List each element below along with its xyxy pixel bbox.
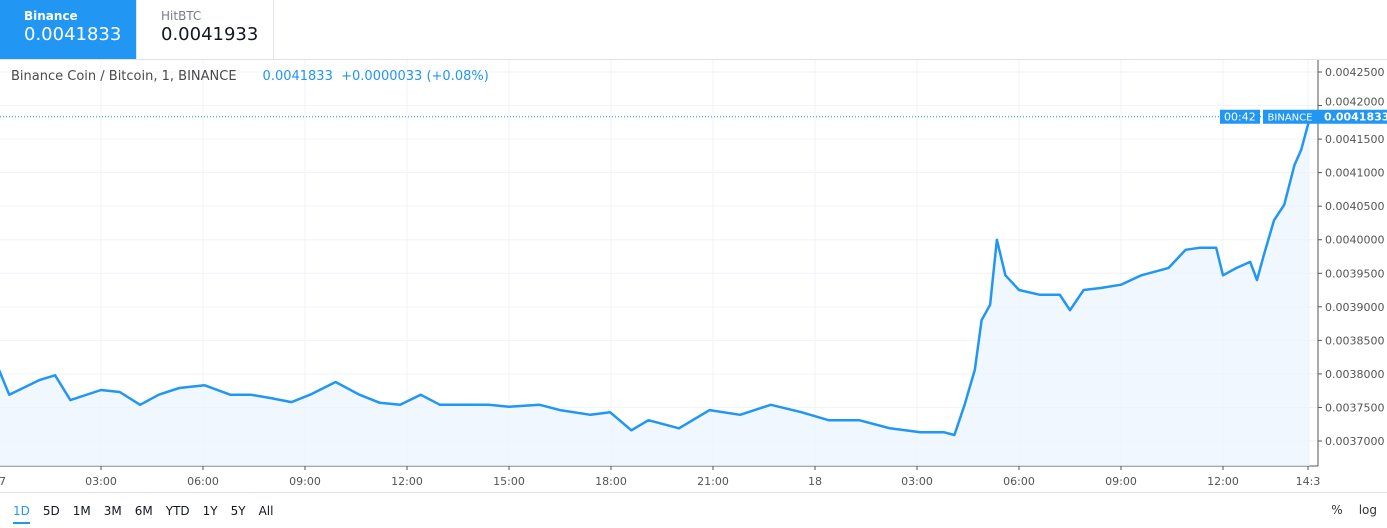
range-1y[interactable]: 1Y [202, 503, 218, 518]
y-tick-label: 0.0040500 [1325, 200, 1385, 213]
last-price-badge [1318, 109, 1387, 124]
range-6m[interactable]: 6M [134, 503, 153, 518]
range-5y[interactable]: 5Y [230, 503, 246, 518]
x-tick-label: 17 [0, 475, 6, 488]
range-all[interactable]: All [258, 503, 274, 518]
price-line [0, 117, 1311, 437]
y-tick-label: 0.0041500 [1325, 133, 1385, 146]
exchange-price: 0.0041933 [161, 24, 259, 45]
percent-scale-button[interactable]: % [1331, 503, 1343, 517]
range-5d[interactable]: 5D [42, 503, 60, 518]
x-tick-label: 09:00 [289, 475, 321, 488]
price-chart[interactable]: 0.0042500 0.0042000 0.0041500 0.0041000 0.00… [0, 60, 1387, 492]
x-tick-label: 12:00 [1207, 475, 1239, 488]
range-bar: 1D 5D 1M 3M 6M YTD 1Y 5Y All % log [0, 492, 1387, 528]
x-tick-label: 03:00 [901, 475, 933, 488]
y-tick-label: 0.0042000 [1325, 96, 1385, 109]
x-tick-label: 14:3 [1296, 475, 1321, 488]
range-1m[interactable]: 1M [72, 503, 91, 518]
y-tick-label: 0.0037500 [1325, 401, 1385, 414]
exchange-name: HitBTC [161, 9, 202, 23]
exchange-tabs: Binance 0.0041833 HitBTC 0.0041933 [0, 0, 1387, 60]
area-fill [0, 118, 1310, 466]
range-1d[interactable]: 1D [13, 503, 30, 524]
y-tick-label: 0.0037000 [1325, 435, 1385, 448]
x-tick-label: 18 [808, 475, 822, 488]
exchange-price: 0.0041833 [24, 24, 122, 45]
price-change: +0.0000033 (+0.08%) [341, 69, 489, 84]
tab-hitbtc[interactable]: HitBTC 0.0041933 [137, 0, 274, 59]
y-tick-label: 0.0039500 [1325, 267, 1385, 280]
y-tick-label: 0.0042500 [1325, 66, 1385, 79]
x-tick-label: 06:00 [187, 475, 219, 488]
symbol-title: Binance Coin / Bitcoin, 1, BINANCE [11, 69, 237, 84]
x-tick-label: 21:00 [697, 475, 729, 488]
x-tick-label: 06:00 [1003, 475, 1035, 488]
y-tick-label: 0.0040000 [1325, 234, 1385, 247]
x-tick-label: 03:00 [85, 475, 117, 488]
exchange-badge [1263, 109, 1318, 124]
x-tick-label: 18:00 [595, 475, 627, 488]
exchange-badge-label: BINANCE [1268, 113, 1313, 124]
countdown-label: 00:42 [1224, 111, 1256, 124]
y-tick-label: 0.0038000 [1325, 368, 1385, 381]
x-tick-label: 09:00 [1105, 475, 1137, 488]
y-tick-label: 0.0041000 [1325, 167, 1385, 180]
y-tick-label: 0.0039000 [1325, 301, 1385, 314]
y-tick-label: 0.0038500 [1325, 334, 1385, 347]
countdown-badge [1220, 109, 1260, 124]
chart-legend: Binance Coin / Bitcoin, 1, BINANCE 0.004… [11, 69, 489, 84]
log-scale-button[interactable]: log [1358, 503, 1377, 517]
last-price-badge-label: 0.0041833 [1324, 111, 1387, 124]
range-ytd[interactable]: YTD [165, 503, 190, 518]
exchange-name: Binance [24, 9, 78, 23]
tab-binance[interactable]: Binance 0.0041833 [0, 0, 137, 59]
x-tick-label: 12:00 [391, 475, 423, 488]
range-3m[interactable]: 3M [103, 503, 122, 518]
last-price: 0.0041833 [262, 69, 333, 84]
x-tick-label: 15:00 [493, 475, 525, 488]
